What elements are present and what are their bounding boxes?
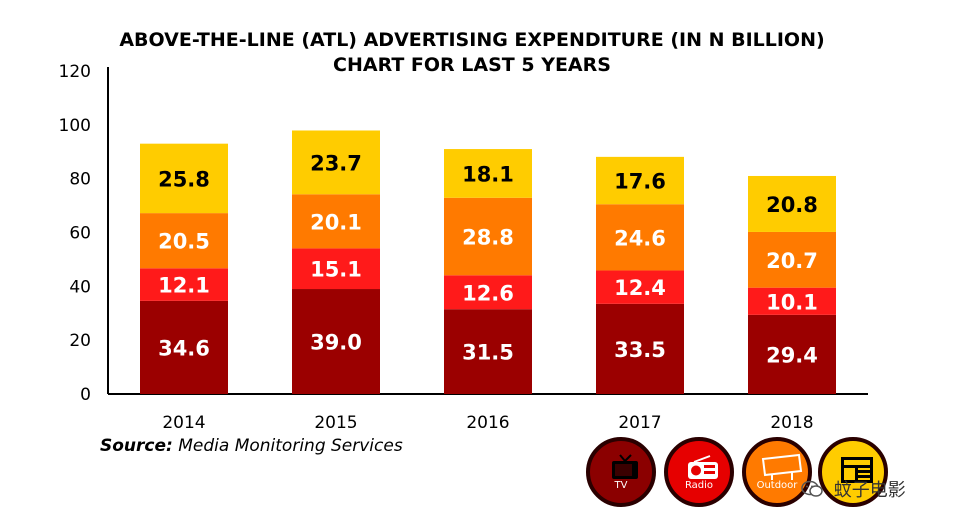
bar-segment-print — [444, 149, 532, 198]
bar-segment-radio — [748, 287, 836, 315]
bar-segment-tv — [596, 303, 684, 394]
x-tick-label: 2018 — [770, 413, 813, 433]
x-tick-label: 2015 — [314, 413, 357, 433]
legend-print — [818, 437, 888, 507]
bar-stack-2014: 34.6 12.1 20.5 25.8 — [140, 143, 228, 394]
data-label: 28.8 — [462, 226, 514, 250]
bar-stack-2018: 29.4 10.1 20.7 20.8 — [748, 175, 836, 394]
bar-stack-2016: 31.5 12.6 28.8 18.1 — [444, 149, 532, 394]
data-label: 20.8 — [766, 193, 818, 217]
bar-segment-print — [596, 156, 684, 205]
data-label: 25.8 — [158, 167, 210, 191]
bar-segment-radio — [140, 268, 228, 301]
bar-segment-outdoor — [140, 213, 228, 269]
chart-title-line-1: ABOVE-THE-LINE (ATL) ADVERTISING EXPENDI… — [119, 29, 824, 51]
bar-segment-radio — [292, 248, 380, 290]
legend-outdoor-label: Outdoor — [756, 480, 798, 491]
source-note: Source: Media Monitoring Services — [100, 436, 403, 456]
watermark-text: 蚊子电影 — [833, 480, 906, 501]
bar-segment-tv — [140, 300, 228, 394]
legend-radio: Radio — [664, 437, 734, 507]
bars: 34.6 12.1 20.5 25.8 39.0 15.1 20.1 23.7 31.5 12.6… — [140, 130, 836, 394]
y-tick-label: 120 — [59, 62, 91, 82]
wechat-icon — [800, 479, 824, 504]
y-tick-label: 40 — [69, 277, 91, 297]
axes: 0 20 40 60 80 100 120 2014 2015 2016 2017 2018 — [59, 62, 868, 433]
data-label: 15.1 — [310, 258, 362, 282]
data-label: 20.7 — [766, 249, 818, 273]
data-label: 24.6 — [614, 226, 666, 250]
y-tick-label: 0 — [80, 385, 91, 405]
data-label: 17.6 — [614, 170, 666, 194]
data-label: 18.1 — [462, 162, 514, 186]
data-label: 31.5 — [462, 341, 514, 365]
legend-tv-label: TV — [614, 480, 628, 491]
data-label: 39.0 — [310, 331, 362, 355]
y-tick-label: 20 — [69, 331, 91, 351]
data-label: 12.1 — [158, 274, 210, 298]
data-label: 10.1 — [766, 290, 818, 314]
bar-segment-outdoor — [292, 194, 380, 249]
bar-stack-2015: 39.0 15.1 20.1 23.7 — [292, 130, 380, 394]
bar-segment-outdoor — [596, 204, 684, 271]
y-tick-label: 60 — [69, 224, 91, 244]
bar-segment-outdoor — [444, 197, 532, 276]
bar-segment-tv — [292, 289, 380, 394]
radio-icon — [668, 453, 730, 485]
y-tick-label: 80 — [69, 170, 91, 190]
source-text: Media Monitoring Services — [178, 436, 403, 456]
bar-segment-radio — [444, 275, 532, 310]
chart-title-line-2: CHART FOR LAST 5 YEARS — [333, 54, 611, 76]
x-tick-label: 2014 — [162, 413, 205, 433]
data-label: 23.7 — [310, 151, 362, 175]
billboard-icon — [746, 453, 808, 485]
data-label: 34.6 — [158, 336, 210, 360]
bar-segment-tv — [748, 314, 836, 394]
bar-segment-tv — [444, 309, 532, 394]
bar-segment-print — [748, 175, 836, 232]
tv-icon — [590, 453, 652, 485]
bar-segment-outdoor — [748, 231, 836, 288]
bar-segment-radio — [596, 270, 684, 304]
x-tick-label: 2017 — [618, 413, 661, 433]
bar-stack-2017: 33.5 12.4 24.6 17.6 — [596, 156, 684, 394]
data-label: 12.6 — [462, 281, 514, 305]
data-label: 33.5 — [614, 338, 666, 362]
legend-radio-label: Radio — [684, 480, 714, 491]
newspaper-icon — [822, 453, 884, 491]
source-prefix: Source: — [100, 436, 173, 456]
x-tick-label: 2016 — [466, 413, 509, 433]
data-label: 20.1 — [310, 210, 362, 234]
legend-outdoor: Outdoor — [742, 437, 812, 507]
bar-segment-print — [140, 143, 228, 214]
data-label: 12.4 — [614, 276, 666, 300]
data-label: 29.4 — [766, 343, 818, 367]
bar-segment-print — [292, 130, 380, 195]
data-label: 20.5 — [158, 230, 210, 254]
legend-tv: TV — [586, 437, 656, 507]
y-tick-label: 100 — [59, 116, 91, 136]
watermark: 蚊子电影 — [800, 476, 906, 504]
